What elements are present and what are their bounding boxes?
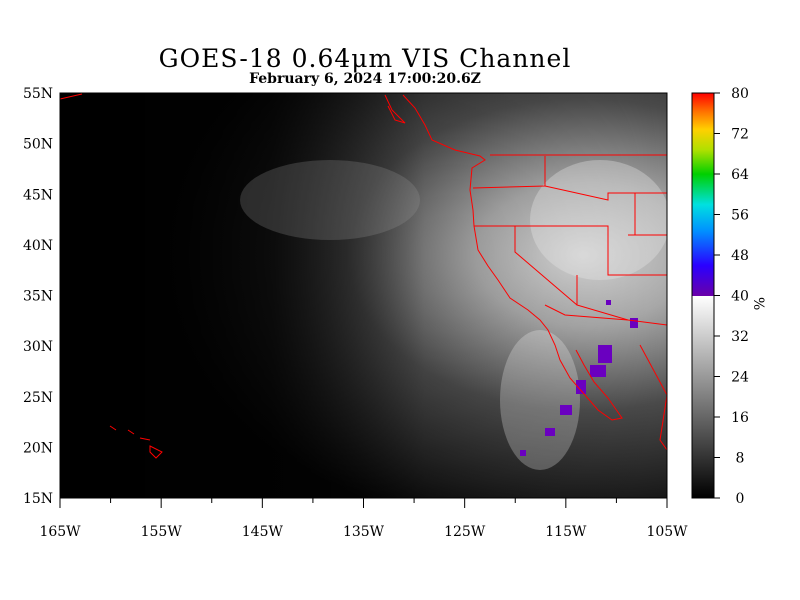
colorbar-tick-label: 64 xyxy=(731,167,749,183)
chart-title: GOES-18 0.64μm VIS Channel xyxy=(158,44,572,73)
colorbar-tick-label: 0 xyxy=(736,491,745,507)
colorbar-tick-label: 48 xyxy=(731,248,749,264)
colorbar-tick-label: 72 xyxy=(731,127,749,143)
lon-tick-label: 155W xyxy=(141,524,183,540)
lat-tick-label: 30N xyxy=(23,339,53,355)
colorbar-tick-label: 16 xyxy=(731,410,749,426)
lat-tick-label: 55N xyxy=(23,86,53,102)
colorbar-tick-label: 80 xyxy=(731,86,749,102)
colorbar-tick-label: 24 xyxy=(731,370,749,386)
lat-tick-label: 20N xyxy=(23,440,53,456)
lon-tick-label: 145W xyxy=(242,524,284,540)
lon-tick-label: 125W xyxy=(444,524,486,540)
longitude-axis: 165W 155W 145W 135W 125W 115W 105W xyxy=(39,498,688,540)
political-boundaries xyxy=(60,93,667,459)
lon-tick-label: 165W xyxy=(39,524,81,540)
colorbar-gray-segment xyxy=(692,296,714,498)
colorbar-tick-label: 56 xyxy=(731,208,749,224)
colorbar-tick-label: 8 xyxy=(736,451,745,467)
lat-tick-label: 40N xyxy=(23,238,53,254)
lat-tick-label: 45N xyxy=(23,187,53,203)
lat-tick-label: 25N xyxy=(23,390,53,406)
lon-tick-label: 135W xyxy=(343,524,385,540)
colorbar-tick-label: 32 xyxy=(731,329,749,345)
lon-tick-label: 115W xyxy=(545,524,587,540)
latitude-axis: 55N 50N 45N 40N 35N 30N 25N 20N 15N xyxy=(23,86,68,507)
high-reflectance-speckles xyxy=(520,300,638,456)
lat-tick-label: 50N xyxy=(23,137,53,153)
colorbar-color-segment xyxy=(692,93,714,296)
lon-tick-label: 105W xyxy=(646,524,688,540)
lat-tick-label: 35N xyxy=(23,289,53,305)
chart-subtitle: February 6, 2024 17:00:20.6Z xyxy=(249,71,481,87)
colorbar-tick-label: 40 xyxy=(731,289,749,305)
lat-tick-label: 15N xyxy=(23,491,53,507)
colorbar-unit: % xyxy=(750,297,766,310)
